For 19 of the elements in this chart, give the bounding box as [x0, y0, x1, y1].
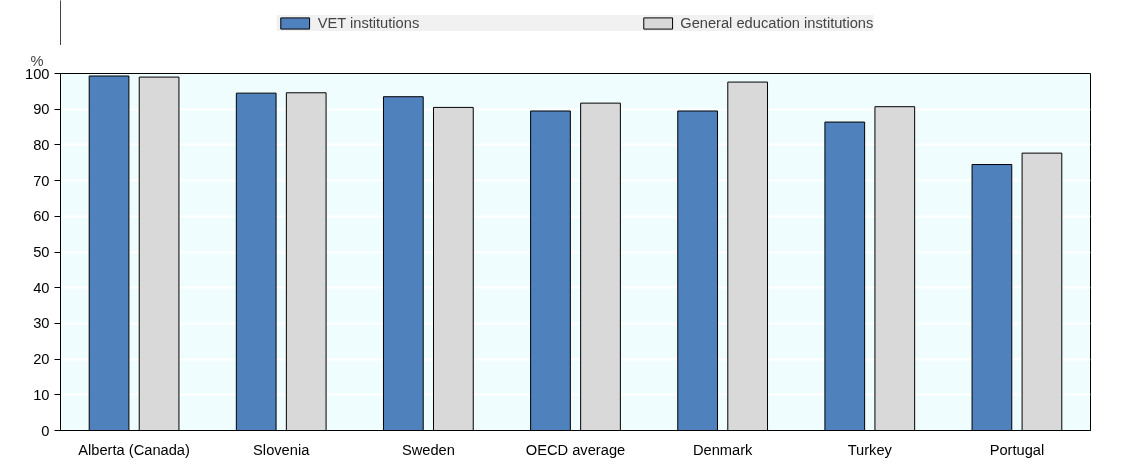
legend-label: VET institutions — [317, 14, 420, 31]
x-tick-label: Alberta (Canada) — [78, 441, 190, 458]
x-tick-label: Denmark — [692, 441, 754, 458]
y-tick-label: 20 — [33, 351, 50, 368]
y-tick-label: 10 — [33, 386, 50, 403]
y-tick-label: 0 — [41, 422, 50, 439]
x-tick-label: Turkey — [847, 441, 893, 458]
y-tick-label: 60 — [33, 208, 50, 225]
x-tick-label: Slovenia — [253, 441, 311, 458]
x-tick-label: OECD average — [525, 441, 626, 458]
x-tick-label: Portugal — [989, 441, 1045, 458]
y-tick-label: 80 — [33, 136, 50, 153]
y-tick-label: 90 — [33, 101, 50, 118]
x-tick-label: Sweden — [401, 441, 455, 458]
y-tick-label: 40 — [33, 279, 50, 296]
legend-label: General education institutions — [680, 14, 874, 31]
y-tick-label: 30 — [33, 315, 50, 332]
y-tick-label: 50 — [33, 244, 50, 260]
y-tick-label: 70 — [33, 172, 50, 189]
